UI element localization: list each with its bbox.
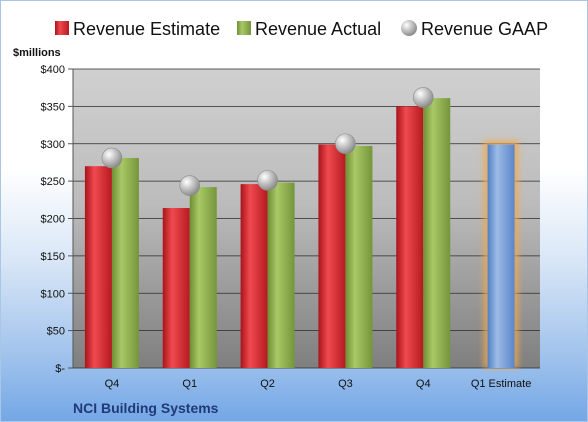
marker-revenue-gaap bbox=[412, 87, 434, 108]
x-tick-label: Q3 bbox=[338, 378, 353, 390]
bar-revenue-q1-estimate bbox=[487, 144, 515, 368]
marker-revenue-gaap bbox=[101, 147, 123, 169]
x-tick-label: Q2 bbox=[260, 378, 275, 390]
bar-revenue-actual bbox=[267, 182, 295, 368]
x-axis-ticks: Q4 Q1 Q2 Q3 Q4 Q1 Estimate bbox=[105, 378, 532, 390]
bar-revenue-actual bbox=[423, 98, 451, 368]
y-tick-label: $150 bbox=[41, 251, 65, 263]
x-tick-label: Q4 bbox=[416, 378, 431, 390]
legend-swatch-gaap bbox=[401, 20, 417, 36]
y-tick-label: $100 bbox=[41, 288, 65, 300]
bar-revenue-estimate bbox=[396, 106, 424, 368]
x-tick-label: Q1 bbox=[182, 378, 197, 390]
y-axis-unit-label: $millions bbox=[13, 47, 61, 59]
bar-revenue-estimate bbox=[84, 166, 112, 368]
legend-label-estimate: Revenue Estimate bbox=[73, 19, 220, 39]
bar-revenue-actual bbox=[189, 187, 217, 368]
bar-revenue-estimate bbox=[318, 144, 346, 368]
gaap-markers bbox=[101, 87, 434, 196]
gridlines bbox=[68, 68, 540, 369]
marker-revenue-gaap bbox=[335, 133, 356, 155]
bar-revenue-actual bbox=[111, 157, 139, 368]
bar-revenue-estimate bbox=[162, 208, 190, 368]
bar-revenue-estimate bbox=[240, 184, 268, 368]
x-tick-label: Q1 Estimate bbox=[471, 378, 532, 390]
y-tick-label: $- bbox=[55, 363, 65, 375]
bar-revenue-actual bbox=[345, 145, 373, 368]
marker-revenue-gaap bbox=[179, 175, 201, 196]
bars bbox=[84, 98, 519, 368]
company-name: NCI Building Systems bbox=[73, 400, 219, 416]
legend-swatch-actual bbox=[237, 21, 251, 35]
legend-swatch-estimate bbox=[55, 21, 69, 35]
legend-item-actual: Revenue Actual bbox=[237, 19, 381, 39]
y-tick-label: $350 bbox=[41, 101, 65, 113]
legend-item-estimate: Revenue Estimate bbox=[55, 19, 220, 39]
y-tick-label: $400 bbox=[41, 64, 65, 76]
legend: Revenue Estimate Revenue Actual Revenue … bbox=[55, 19, 548, 39]
marker-revenue-gaap bbox=[257, 170, 278, 191]
y-tick-label: $250 bbox=[41, 176, 65, 188]
x-tick-label: Q4 bbox=[105, 378, 120, 390]
y-tick-label: $300 bbox=[41, 139, 65, 151]
y-axis-ticks: $- $50 $100 $150 $200 $250 $300 $350 $400 bbox=[41, 64, 66, 375]
legend-item-gaap: Revenue GAAP bbox=[401, 19, 548, 39]
legend-label-gaap: Revenue GAAP bbox=[421, 19, 548, 39]
y-tick-label: $50 bbox=[47, 326, 65, 338]
legend-label-actual: Revenue Actual bbox=[255, 19, 381, 39]
y-tick-label: $200 bbox=[41, 214, 65, 226]
